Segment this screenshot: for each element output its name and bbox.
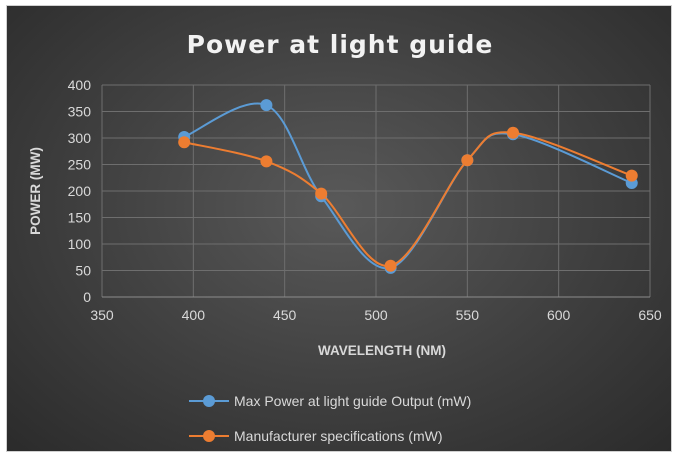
y-tick-label: 150 — [68, 210, 92, 226]
y-tick-label: 300 — [68, 130, 92, 146]
chart-canvas: Power at light guide 0 50 100 150 200 250 300 3… — [28, 30, 662, 444]
y-tick-label: 0 — [83, 289, 91, 305]
data-point — [315, 187, 328, 200]
series-layer — [178, 99, 638, 274]
x-tick-label: 400 — [182, 307, 206, 323]
gridlines — [101, 84, 651, 298]
series-1 — [178, 99, 638, 274]
x-tick-label: 350 — [90, 307, 114, 323]
series-2 — [178, 126, 638, 272]
y-tick-label: 400 — [68, 77, 92, 93]
data-point — [461, 154, 474, 167]
y-tick-label: 50 — [75, 263, 91, 279]
data-point — [260, 99, 273, 112]
x-tick-label: 650 — [638, 307, 662, 323]
legend-label: Manufacturer specifications (mW) — [234, 428, 443, 444]
x-tick-label: 450 — [273, 307, 297, 323]
legend-item: Manufacturer specifications (mW) — [189, 428, 443, 444]
legend-marker — [203, 395, 215, 407]
x-tick-label: 550 — [456, 307, 480, 323]
x-tick-label: 600 — [547, 307, 571, 323]
legend-item: Max Power at light guide Output (mW) — [189, 393, 471, 409]
y-tick-label: 250 — [68, 157, 92, 173]
y-tick-label: 350 — [68, 104, 92, 120]
x-tick-label: 500 — [364, 307, 388, 323]
legend: Max Power at light guide Output (mW) Manu… — [189, 393, 471, 444]
y-tick-label: 100 — [68, 236, 92, 252]
chart-title: Power at light guide — [187, 30, 494, 59]
axes: 0 50 100 150 200 250 300 350 400 350 400 450 500 550 6… — [68, 77, 662, 323]
data-point — [625, 169, 638, 182]
y-axis-title: POWER (MW) — [28, 147, 43, 235]
legend-marker — [203, 430, 215, 442]
data-point — [178, 136, 191, 149]
chart-area: Power at light guide 0 50 100 150 200 250 300 3… — [6, 5, 672, 452]
data-point — [260, 155, 273, 168]
data-point — [507, 126, 519, 139]
legend-label: Max Power at light guide Output (mW) — [234, 393, 471, 409]
data-point — [384, 259, 397, 272]
x-axis-title: WAVELENGTH (NM) — [318, 343, 446, 358]
y-tick-label: 200 — [68, 183, 92, 199]
